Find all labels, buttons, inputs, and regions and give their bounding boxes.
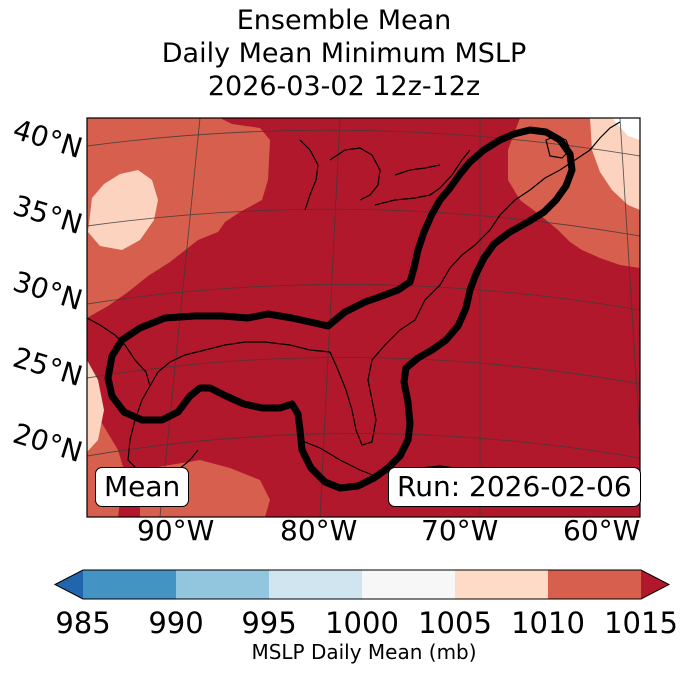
cbar-segment [83, 570, 176, 599]
cbar-outline [53, 569, 671, 600]
field-nodata-corner [612, 118, 640, 140]
cbar-segment [455, 570, 548, 599]
cbar-segment [176, 570, 269, 599]
cbar-extend-low [55, 570, 83, 599]
cbar-tick-1000: 1000 [325, 606, 399, 640]
title-line-3: 2026-03-02 12z-12z [207, 71, 481, 102]
field-1010-west [87, 118, 270, 318]
cbar-segment [362, 570, 455, 599]
cbar-tick-1015: 1015 [604, 606, 678, 640]
mean-box: Mean [95, 467, 190, 507]
field-1005-west [88, 170, 158, 250]
mslp-contour [104, 126, 576, 492]
run-date-box: Run: 2026-02-06 [388, 467, 641, 507]
field-1005-southwest [87, 360, 104, 452]
colorbar-title: MSLP Daily Mean (mb) [251, 640, 477, 664]
cbar-tick-985: 985 [55, 606, 111, 640]
map-panel [86, 117, 641, 518]
title-line-2: Daily Mean Minimum MSLP [161, 38, 527, 69]
field-1005-northeast [590, 118, 640, 210]
cbar-extend-high [641, 570, 669, 599]
lon-label-90w: 90°W [137, 514, 215, 547]
cbar-segment [269, 570, 362, 599]
cbar-tick-995: 995 [241, 606, 297, 640]
lon-label-80w: 80°W [280, 514, 358, 547]
cbar-tick-1005: 1005 [418, 606, 492, 640]
map-frame [86, 117, 641, 518]
cbar-segment [548, 570, 641, 599]
title-line-1: Ensemble Mean [236, 5, 452, 36]
cbar-tick-990: 990 [148, 606, 204, 640]
cbar-tick-1010: 1010 [511, 606, 585, 640]
lon-label-70w: 70°W [421, 514, 499, 547]
lon-label-60w: 60°W [563, 514, 641, 547]
